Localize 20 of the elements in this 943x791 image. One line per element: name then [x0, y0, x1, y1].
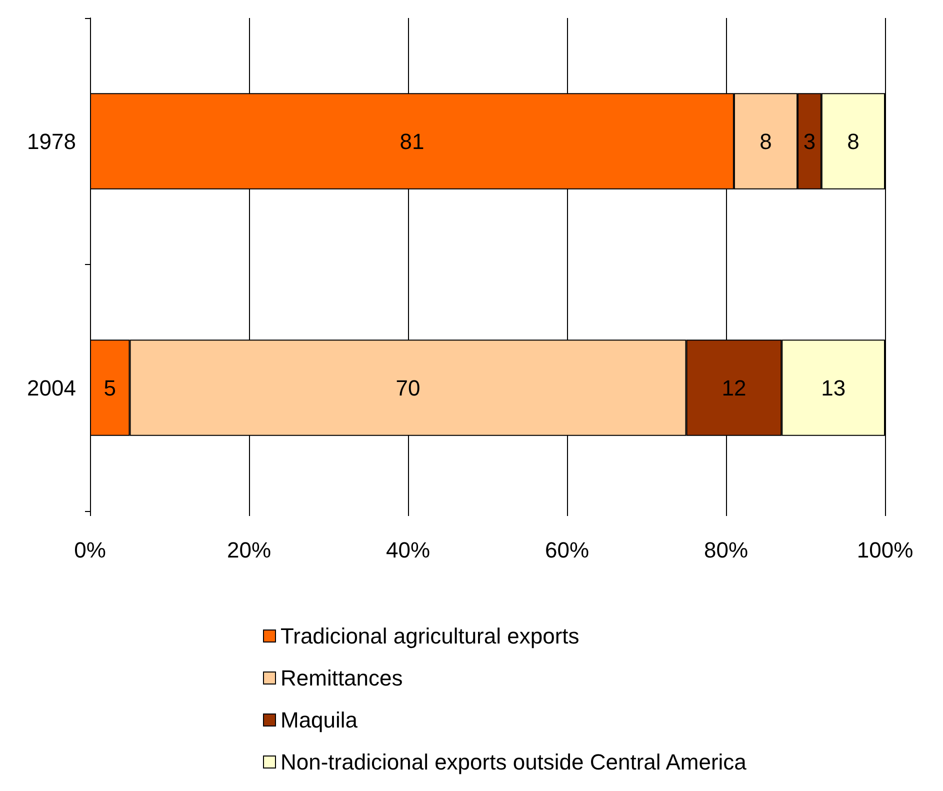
y-tick-label: 2004 [27, 375, 76, 400]
data-label: 12 [722, 375, 746, 400]
x-tick-label: 0% [74, 538, 106, 562]
x-tick-label: 40% [386, 538, 430, 562]
data-label: 5 [104, 375, 116, 400]
legend-label: Remittances [280, 666, 403, 690]
data-label: 13 [821, 375, 846, 400]
data-label: 70 [396, 375, 420, 400]
x-tick-label: 100% [856, 538, 914, 562]
x-tick-label: 20% [226, 538, 272, 562]
legend-label: Tradicional agricultural exports [280, 624, 580, 648]
data-label: 8 [760, 128, 772, 154]
data-label: 81 [400, 128, 424, 154]
legend-label: Non-tradicional exports outside Central America [280, 750, 748, 774]
data-label: 8 [847, 128, 860, 154]
y-tick-label: 1978 [27, 128, 76, 154]
legend-label: Maquila [280, 708, 358, 732]
data-label: 3 [803, 128, 816, 154]
x-tick-label: 80% [704, 538, 748, 562]
x-tick-label: 60% [544, 538, 590, 562]
